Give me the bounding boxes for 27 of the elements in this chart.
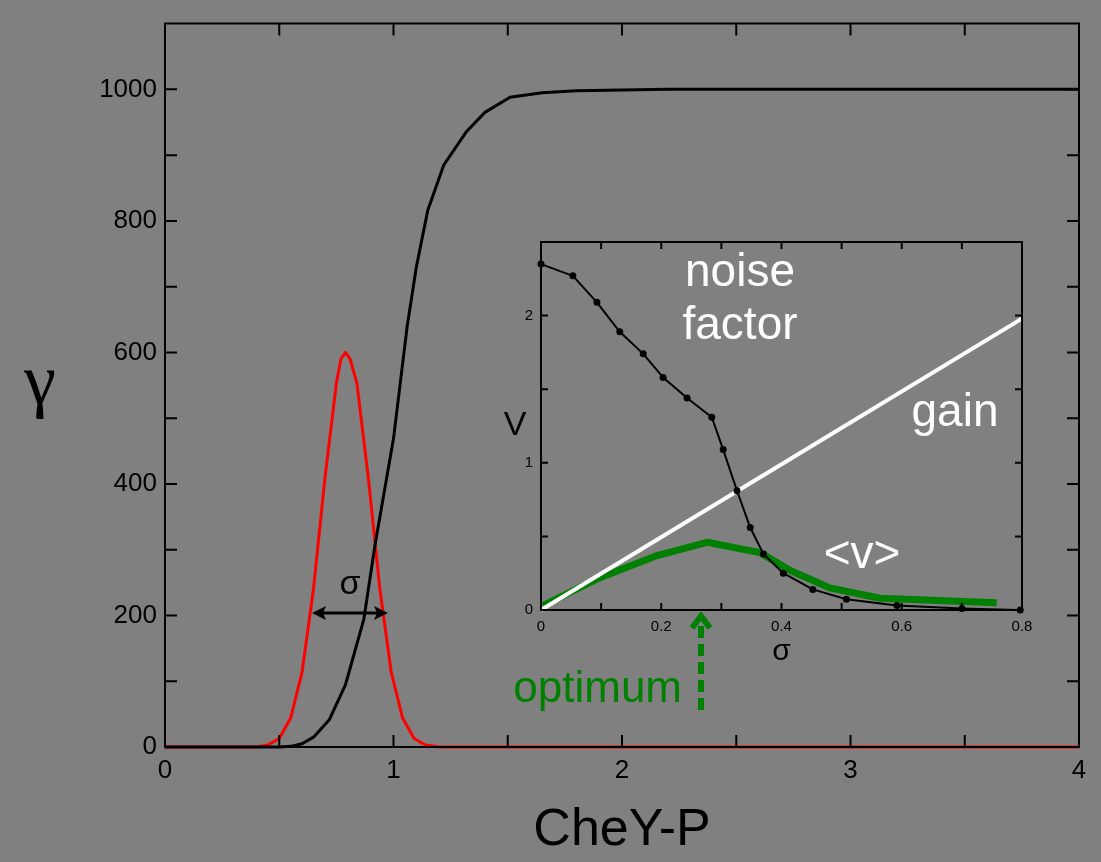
annotation: <v> xyxy=(823,525,901,578)
x-tick-label: 2 xyxy=(614,753,630,784)
annotation: optimum xyxy=(513,662,682,712)
y-tick-label: 1 xyxy=(524,452,533,470)
y-tick-label: 200 xyxy=(113,598,157,629)
x-axis-title: σ xyxy=(772,633,792,667)
x-tick-label: 0.4 xyxy=(771,617,792,635)
x-tick-label: 3 xyxy=(843,753,858,784)
x-tick-label: 0 xyxy=(536,617,546,635)
y-tick-label: 400 xyxy=(113,467,157,498)
y-tick-label: 2 xyxy=(524,305,533,323)
x-tick-label: 1 xyxy=(386,753,401,784)
annotation: σ xyxy=(339,563,361,602)
y-tick-label: 800 xyxy=(113,204,157,235)
x-tick-label: 0.6 xyxy=(891,617,913,635)
y-tick-label: 0 xyxy=(142,730,157,761)
y-axis-title: γ xyxy=(23,340,56,421)
x-tick-label: 0.8 xyxy=(1011,617,1033,635)
x-tick-label: 4 xyxy=(1071,753,1087,784)
x-axis-title: CheY-P xyxy=(533,798,711,857)
y-axis-title: V xyxy=(503,404,527,443)
x-tick-label: 0.2 xyxy=(650,617,672,635)
annotation: gain xyxy=(911,383,999,436)
y-tick-label: 600 xyxy=(113,335,157,366)
annotation: noise factor xyxy=(682,244,798,350)
y-tick-label: 0 xyxy=(524,600,533,618)
y-tick-label: 1000 xyxy=(99,72,157,103)
